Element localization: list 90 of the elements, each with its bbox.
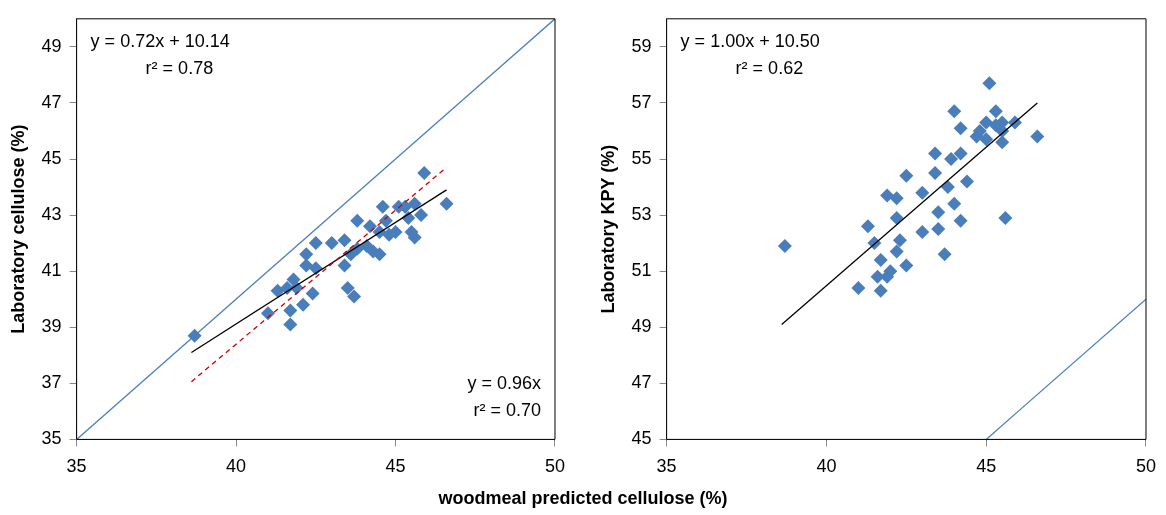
point — [375, 199, 390, 214]
point — [960, 174, 975, 189]
point — [998, 210, 1013, 225]
point — [988, 104, 1003, 119]
point — [337, 258, 352, 273]
point — [931, 205, 946, 220]
point — [944, 152, 959, 166]
point — [982, 76, 997, 91]
y-tick-label: 49 — [41, 35, 62, 56]
point — [347, 289, 362, 304]
x-axis-title: woodmeal predicted cellulose (%) — [437, 488, 729, 509]
annotation: y = 0.72x + 10.14 — [90, 30, 230, 51]
y-tick-label: 49 — [631, 316, 652, 337]
y-tick-label: 59 — [631, 35, 652, 56]
y-tick-label: 37 — [41, 372, 62, 393]
point — [363, 219, 378, 234]
point — [889, 191, 904, 206]
annotation: r² = 0.62 — [735, 57, 804, 78]
point — [937, 247, 952, 262]
point — [947, 104, 962, 119]
point — [947, 196, 962, 211]
point — [340, 280, 355, 295]
point — [972, 123, 987, 138]
point — [889, 210, 904, 225]
point — [283, 317, 298, 332]
x-tick-label: 50 — [1135, 456, 1156, 477]
point — [308, 236, 323, 251]
annotation: r² = 0.70 — [473, 400, 541, 421]
y-tick-label: 45 — [631, 428, 652, 449]
y-tick-label: 41 — [41, 260, 62, 281]
point — [899, 168, 914, 183]
point — [915, 185, 930, 200]
point — [305, 286, 320, 301]
point — [299, 247, 314, 262]
point — [953, 146, 968, 161]
point — [414, 208, 429, 223]
y-tick-label: 43 — [41, 204, 62, 225]
point — [1030, 129, 1045, 144]
x-tick-label: 35 — [656, 456, 677, 477]
x-tick-label: 40 — [816, 456, 837, 477]
point — [880, 188, 895, 203]
point — [299, 258, 314, 273]
y-tick-label: 45 — [41, 147, 62, 168]
point — [953, 213, 968, 228]
y-tick-label: 51 — [631, 260, 652, 281]
point — [777, 238, 792, 253]
annotation: r² = 0.78 — [145, 57, 214, 78]
point — [889, 244, 904, 259]
point — [873, 252, 888, 267]
y-axis-title: Laboratory KPY (%) — [597, 144, 618, 314]
annotation: y = 0.96x — [467, 373, 541, 394]
point — [860, 219, 875, 234]
point — [928, 166, 943, 181]
point — [439, 196, 454, 211]
y-tick-label: 57 — [631, 91, 652, 112]
y-tick-label: 39 — [41, 316, 62, 337]
x-tick-label: 40 — [226, 456, 247, 477]
x-tick-label: 35 — [66, 456, 87, 477]
y-tick-label: 55 — [631, 147, 652, 168]
y-tick-label: 47 — [41, 91, 62, 112]
point — [324, 236, 339, 251]
point — [417, 166, 432, 181]
y-tick-label: 47 — [631, 372, 652, 393]
point — [350, 213, 365, 228]
point — [283, 303, 298, 318]
point — [899, 258, 914, 273]
y-axis-title: Laboratory cellulose (%) — [7, 124, 28, 334]
point — [995, 135, 1010, 150]
point — [296, 297, 311, 312]
y-tick-label: 53 — [631, 204, 652, 225]
point — [337, 233, 352, 248]
x-tick-label: 45 — [385, 456, 406, 477]
point — [378, 213, 393, 228]
annotation: y = 1.00x + 10.50 — [680, 30, 820, 51]
point — [915, 224, 930, 239]
y-tick-label: 35 — [41, 428, 62, 449]
point — [931, 222, 946, 237]
point — [940, 180, 955, 195]
point — [407, 196, 422, 211]
point — [953, 121, 968, 136]
point — [979, 115, 994, 130]
point — [892, 233, 907, 248]
point — [260, 306, 275, 321]
point — [979, 132, 994, 147]
point — [928, 146, 943, 161]
point — [270, 283, 285, 298]
point — [851, 280, 866, 295]
x-tick-label: 50 — [544, 456, 565, 477]
x-tick-label: 45 — [976, 456, 997, 477]
point — [873, 283, 888, 298]
